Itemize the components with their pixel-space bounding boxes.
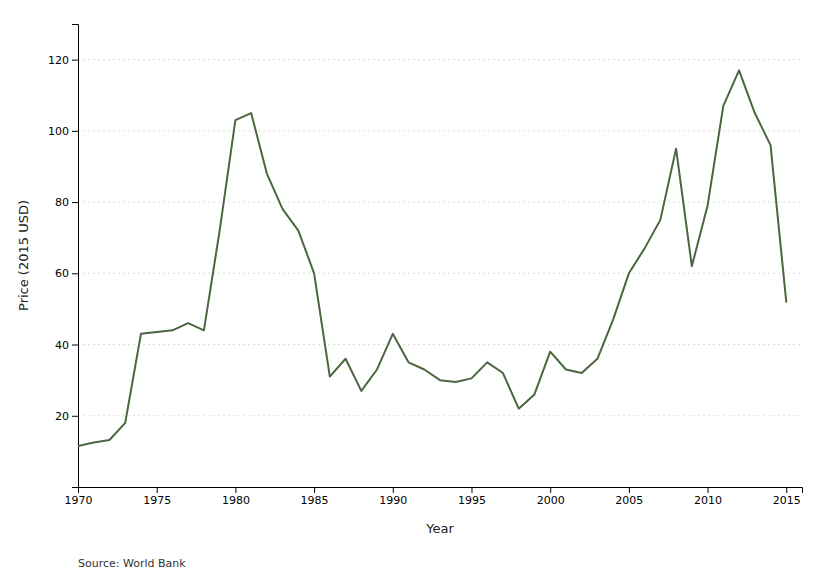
- x-tick-label: 1975: [143, 494, 171, 507]
- y-tick-label: 40: [55, 339, 69, 352]
- marks: [78, 70, 786, 446]
- x-tick-label: 2005: [615, 494, 643, 507]
- x-tick-mark: [629, 487, 630, 493]
- x-tick: 1990: [379, 487, 407, 507]
- x-tick-mark: [786, 487, 787, 493]
- y-axis-line: [72, 25, 79, 488]
- y-tick-mark: [72, 416, 78, 417]
- x-tick-mark: [550, 487, 551, 493]
- x-tick: 2015: [773, 487, 801, 507]
- grid: [78, 60, 802, 416]
- y-tick: 20: [55, 410, 78, 423]
- grid-line: [78, 130, 802, 131]
- x-tick: 1970: [65, 487, 93, 507]
- x-tick-label: 1980: [222, 494, 250, 507]
- x-tick: 2005: [615, 487, 643, 507]
- x-tick-label: 1990: [379, 494, 407, 507]
- y-tick-mark: [72, 273, 78, 274]
- y-tick-label: 60: [55, 267, 69, 280]
- y-tick: 80: [55, 196, 78, 209]
- line: [78, 70, 786, 446]
- y-tick: 120: [48, 54, 78, 67]
- source-note: Source: World Bank: [78, 557, 186, 570]
- x-tick-mark: [708, 487, 709, 493]
- x-tick: 1985: [301, 487, 329, 507]
- y-tick-mark: [72, 131, 78, 132]
- y-tick-label: 100: [48, 125, 69, 138]
- y-tick-mark: [72, 60, 78, 61]
- x-tick: 2000: [537, 487, 565, 507]
- grid-line: [78, 415, 802, 416]
- plot-area: 1970 1975 1980 1985 1990 1995 2000 2005 2010 2015…: [48, 25, 803, 507]
- y-tick-label: 80: [55, 196, 69, 209]
- x-tick-mark: [314, 487, 315, 493]
- x-tick-mark: [157, 487, 158, 493]
- grid-line: [78, 273, 802, 274]
- y-axis-title: Price (2015 USD): [16, 200, 31, 311]
- x-tick: 1980: [222, 487, 250, 507]
- x-tick-label: 2015: [773, 494, 801, 507]
- x-tick-label: 2000: [537, 494, 565, 507]
- x-tick: 1975: [143, 487, 171, 507]
- y-tick: 40: [55, 339, 78, 352]
- y-tick-mark: [72, 345, 78, 346]
- x-axis: 1970 1975 1980 1985 1990 1995 2000 2005 2010 2015: [65, 487, 803, 507]
- x-tick-label: 1985: [301, 494, 329, 507]
- x-axis-line: [79, 488, 803, 494]
- y-axis: 20 40 60 80 100 120: [48, 25, 79, 488]
- x-tick-label: 1995: [458, 494, 486, 507]
- y-tick-mark: [72, 202, 78, 203]
- y-tick: 100: [48, 125, 78, 138]
- grid-line: [78, 202, 802, 203]
- x-tick: 1995: [458, 487, 486, 507]
- y-tick: 60: [55, 267, 78, 280]
- chart: 1970 1975 1980 1985 1990 1995 2000 2005 2010 2015…: [0, 0, 836, 579]
- x-tick-label: 1970: [65, 494, 93, 507]
- y-tick-label: 20: [55, 410, 69, 423]
- grid-line: [78, 59, 802, 60]
- x-tick: 2010: [694, 487, 722, 507]
- x-tick-mark: [393, 487, 394, 493]
- x-tick-label: 2010: [694, 494, 722, 507]
- x-axis-title: Year: [425, 521, 454, 536]
- x-tick-mark: [471, 487, 472, 493]
- grid-line: [78, 344, 802, 345]
- y-tick-label: 120: [48, 54, 69, 67]
- x-tick-mark: [235, 487, 236, 493]
